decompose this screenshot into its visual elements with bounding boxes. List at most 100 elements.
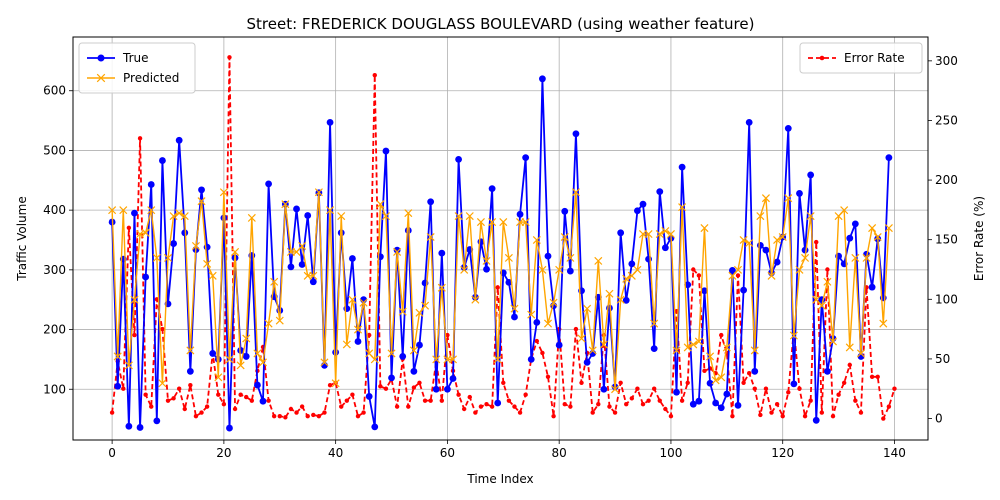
data-point bbox=[823, 277, 832, 286]
data-point bbox=[478, 404, 484, 409]
data-point bbox=[561, 207, 569, 215]
data-point bbox=[679, 398, 685, 403]
data-point bbox=[639, 200, 647, 208]
data-point bbox=[819, 410, 825, 415]
data-point bbox=[702, 368, 707, 374]
data-point bbox=[244, 394, 249, 400]
data-point bbox=[650, 345, 658, 353]
data-point bbox=[388, 374, 395, 382]
data-point bbox=[275, 316, 284, 325]
data-point bbox=[175, 136, 183, 144]
legend-label: True bbox=[122, 51, 149, 65]
data-point bbox=[438, 249, 446, 257]
data-point bbox=[663, 406, 668, 412]
data-point bbox=[406, 404, 411, 409]
data-point bbox=[689, 340, 698, 349]
x-tick-label: 0 bbox=[108, 446, 116, 460]
data-point bbox=[281, 200, 290, 209]
data-point bbox=[600, 385, 608, 393]
data-point bbox=[847, 362, 852, 368]
data-point bbox=[723, 390, 731, 398]
data-point bbox=[551, 413, 556, 419]
data-point bbox=[193, 413, 199, 419]
data-point bbox=[722, 343, 731, 352]
data-point bbox=[421, 301, 430, 310]
data-point bbox=[691, 267, 696, 272]
data-point bbox=[624, 402, 629, 407]
data-point bbox=[254, 381, 261, 389]
data-point bbox=[568, 404, 573, 409]
data-point bbox=[505, 278, 513, 286]
data-point bbox=[191, 241, 200, 250]
data-point bbox=[516, 210, 524, 218]
data-point bbox=[225, 355, 234, 364]
data-point bbox=[784, 194, 793, 203]
y-tick-label: 500 bbox=[43, 143, 66, 157]
legend-marker bbox=[819, 55, 825, 61]
data-point bbox=[432, 385, 440, 393]
data-point bbox=[219, 188, 228, 197]
data-point bbox=[549, 298, 558, 307]
data-point bbox=[283, 415, 288, 420]
y2-tick-label: 50 bbox=[935, 352, 950, 366]
legend-left: True Predicted bbox=[78, 42, 196, 94]
data-point bbox=[305, 413, 310, 419]
data-point bbox=[387, 349, 396, 358]
data-point bbox=[795, 265, 804, 274]
data-point bbox=[657, 398, 662, 403]
data-point bbox=[299, 404, 305, 409]
data-point bbox=[605, 289, 614, 298]
data-point bbox=[763, 386, 769, 391]
data-point bbox=[717, 373, 726, 382]
data-point bbox=[700, 224, 709, 233]
data-point bbox=[733, 265, 743, 274]
data-point bbox=[758, 412, 763, 418]
data-point bbox=[467, 394, 472, 400]
data-point bbox=[186, 367, 194, 375]
data-point bbox=[163, 253, 173, 262]
data-point bbox=[858, 410, 864, 415]
data-point bbox=[331, 379, 340, 388]
data-point bbox=[439, 398, 445, 403]
data-point bbox=[422, 398, 428, 403]
data-point bbox=[197, 197, 206, 206]
data-point bbox=[365, 393, 373, 400]
data-point bbox=[114, 382, 122, 390]
data-point bbox=[532, 235, 541, 245]
data-point bbox=[650, 319, 659, 328]
data-point bbox=[130, 295, 139, 304]
data-point bbox=[745, 118, 753, 126]
data-point bbox=[236, 361, 245, 370]
x-tick-label: 80 bbox=[552, 446, 567, 460]
data-point bbox=[756, 212, 765, 221]
data-point bbox=[756, 241, 764, 249]
data-point bbox=[729, 267, 736, 274]
data-point bbox=[853, 398, 858, 403]
x-tick-label: 20 bbox=[216, 446, 231, 460]
data-point bbox=[471, 295, 480, 304]
data-point bbox=[668, 413, 674, 419]
data-point bbox=[769, 410, 774, 415]
data-point bbox=[683, 343, 692, 352]
data-point bbox=[221, 402, 227, 407]
data-point bbox=[789, 331, 798, 340]
data-point bbox=[869, 374, 875, 380]
data-point bbox=[846, 234, 854, 242]
data-point bbox=[376, 200, 385, 209]
data-point bbox=[817, 301, 826, 310]
plot-frame bbox=[72, 36, 929, 441]
data-point bbox=[616, 295, 625, 304]
data-point bbox=[566, 267, 574, 275]
data-point bbox=[445, 332, 450, 338]
data-point bbox=[214, 373, 223, 382]
data-point bbox=[717, 404, 725, 412]
data-point bbox=[572, 130, 580, 138]
data-point bbox=[521, 218, 530, 227]
data-point bbox=[812, 416, 820, 424]
y2-axis-label: Error Rate (%) bbox=[972, 196, 986, 281]
x-tick-label: 40 bbox=[328, 446, 343, 460]
data-point bbox=[314, 188, 323, 197]
data-point bbox=[288, 406, 294, 412]
data-point bbox=[199, 410, 204, 415]
data-point bbox=[444, 385, 451, 393]
